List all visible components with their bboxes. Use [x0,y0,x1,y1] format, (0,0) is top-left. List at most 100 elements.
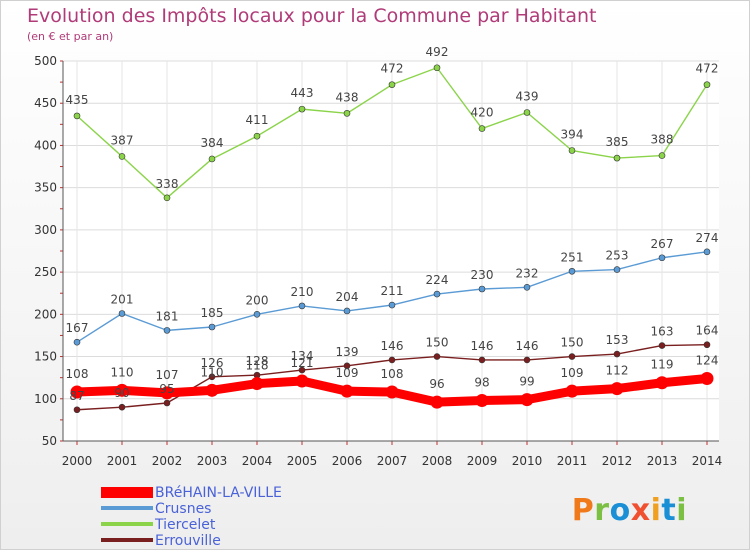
data-label: 96 [429,377,444,391]
chart-title: Evolution des Impôts locaux pour la Comm… [27,5,597,27]
data-point [610,382,624,396]
legend-item: Tiercelet [101,517,361,533]
data-label: 126 [201,356,224,370]
data-point [385,385,399,399]
data-label: 124 [696,354,719,368]
legend-swatch [101,487,153,498]
data-point [163,399,171,407]
data-point [118,310,126,317]
data-point [523,284,531,291]
legend-swatch [101,506,153,510]
data-label: 87 [69,389,84,403]
y-tick-label: 100 [34,392,57,406]
data-point [478,285,486,293]
y-tick-label: 450 [34,96,57,110]
data-label: 112 [606,364,629,378]
data-point [478,125,486,132]
legend-label: Tiercelet [155,517,216,533]
data-label: 110 [111,365,134,379]
data-point [613,266,621,273]
data-point [658,342,666,349]
data-point [115,383,129,397]
data-point [703,341,711,349]
data-label: 204 [336,290,359,304]
data-point [70,385,84,399]
data-label: 146 [471,339,494,353]
data-label: 98 [474,375,489,389]
data-label: 90 [114,386,129,400]
data-point [703,248,711,256]
legend-label: Errouville [155,533,221,549]
data-point [565,384,579,398]
data-point [118,153,126,160]
data-point [298,105,306,113]
x-tick-label: 2007 [377,454,408,468]
data-point [655,376,669,390]
data-label: 472 [696,62,719,76]
data-label: 211 [381,284,404,298]
data-point [613,154,621,162]
data-label: 153 [606,333,629,347]
y-tick-label: 350 [34,181,57,195]
data-point [700,372,714,386]
data-point [568,353,576,360]
data-point [568,147,576,154]
data-label: 438 [336,90,359,104]
data-label: 253 [606,249,629,263]
x-tick-label: 2004 [242,454,273,468]
data-point [253,311,261,318]
data-point [433,64,441,72]
data-label: 338 [156,177,179,191]
data-label: 420 [471,106,494,120]
x-tick-label: 2013 [647,454,678,468]
data-label: 128 [246,354,269,368]
x-tick-label: 2010 [512,454,543,468]
data-point [163,194,171,202]
data-point [433,290,441,298]
data-point [73,112,81,120]
data-label: 163 [651,325,674,339]
y-tick-label: 150 [34,350,57,364]
legend-swatch [101,538,153,542]
legend-swatch [101,522,153,526]
data-label: 118 [246,359,269,373]
x-tick-label: 2003 [197,454,228,468]
data-label: 492 [426,45,449,59]
data-point [613,350,621,358]
data-label: 251 [561,250,584,264]
y-tick-label: 250 [34,265,57,279]
data-label: 387 [111,133,134,147]
data-label: 443 [291,86,314,100]
data-label: 388 [651,133,674,147]
x-tick-label: 2000 [62,454,93,468]
chart-legend: BRéHAIN-LA-VILLE Crusnes Tiercelet Errouvil… [101,485,361,549]
data-point [568,267,576,275]
data-label: 411 [246,113,269,127]
data-label: 472 [381,62,404,76]
data-label: 200 [246,293,269,307]
x-tick-label: 2011 [557,454,588,468]
legend-item: Errouville [101,533,361,549]
data-label: 274 [696,231,719,245]
data-label: 107 [156,368,179,382]
data-label: 201 [111,292,134,306]
data-label: 99 [519,375,534,389]
data-point [523,109,531,116]
proxiti-logo: Proxiti [571,493,687,528]
x-tick-label: 2012 [602,454,633,468]
data-point [298,302,306,310]
data-label: 385 [606,135,629,149]
data-point [478,356,486,364]
y-tick-label: 200 [34,307,57,321]
plot-area [63,61,719,441]
data-point [388,301,396,309]
data-label: 121 [291,356,314,370]
data-point [523,356,531,364]
data-label: 108 [66,367,89,381]
data-label: 150 [426,336,449,350]
data-point [658,152,666,159]
x-tick-label: 2008 [422,454,453,468]
data-point [208,373,216,381]
data-point [658,254,666,262]
